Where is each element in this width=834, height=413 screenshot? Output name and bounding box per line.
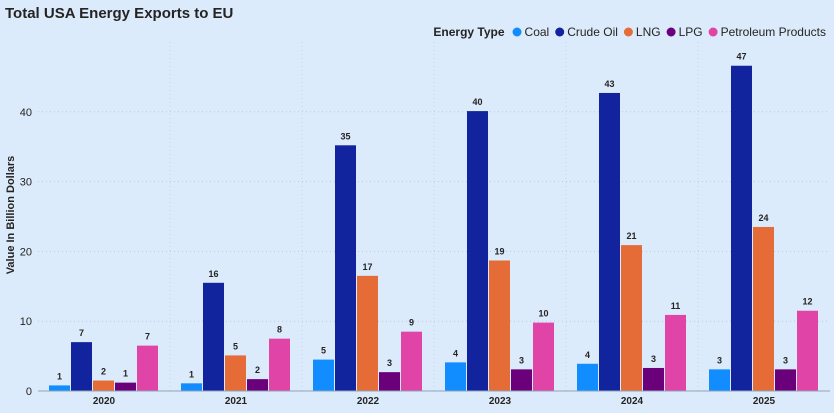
bar-petroleum-products-2023[interactable] (533, 322, 554, 391)
x-tick-label: 2021 (225, 396, 248, 407)
legend-item-petroleum-products[interactable]: Petroleum Products (708, 25, 826, 39)
data-label: 1 (123, 369, 128, 379)
bar-crude-oil-2021[interactable] (203, 282, 224, 391)
legend-marker (512, 27, 522, 37)
bar-lpg-2023[interactable] (511, 369, 532, 391)
bar-petroleum-products-2025[interactable] (797, 310, 818, 391)
bar-coal-2021[interactable] (181, 383, 202, 391)
legend-label: Crude Oil (567, 25, 618, 39)
bar-coal-2024[interactable] (577, 363, 598, 391)
data-label: 19 (494, 246, 504, 256)
bar-lpg-2025[interactable] (775, 369, 796, 391)
chart-title: Total USA Energy Exports to EU (5, 5, 233, 22)
legend-marker (708, 27, 718, 37)
data-label: 3 (717, 355, 722, 365)
grid (38, 42, 830, 391)
data-label: 16 (208, 269, 218, 279)
bar-lpg-2020[interactable] (115, 382, 136, 391)
x-tick-label: 2022 (357, 396, 380, 407)
legend-marker (555, 27, 565, 37)
data-label: 3 (519, 355, 524, 365)
legend-label: LNG (636, 25, 661, 39)
data-label: 24 (758, 213, 768, 223)
legend-label: Coal (525, 25, 550, 39)
data-label: 11 (671, 301, 681, 311)
legend-marker (666, 27, 676, 37)
y-axis-label: Value In Billion Dollars (5, 156, 17, 275)
data-label: 5 (233, 341, 238, 351)
legend-label: Petroleum Products (721, 25, 826, 39)
data-label: 43 (604, 79, 614, 89)
bar-crude-oil-2022[interactable] (335, 145, 356, 391)
legend-item-crude-oil[interactable]: Crude Oil (555, 25, 618, 39)
x-ticks: 2020 2021 2022 2023 2024 2025 (38, 390, 830, 407)
y-tick-label: 40 (20, 107, 32, 119)
data-label: 8 (277, 325, 282, 335)
data-label: 7 (145, 332, 150, 342)
data-label: 4 (453, 348, 458, 358)
data-label: 47 (736, 52, 746, 62)
bar-lpg-2024[interactable] (643, 367, 664, 391)
y-tick-label: 20 (20, 246, 32, 258)
data-label: 7 (79, 328, 84, 338)
data-label: 2 (101, 367, 106, 377)
y-tick-label: 10 (20, 316, 32, 328)
bar-petroleum-products-2024[interactable] (665, 314, 686, 391)
legend-marker (623, 27, 633, 37)
data-label: 10 (538, 309, 548, 319)
bar-lng-2025[interactable] (753, 226, 774, 391)
bar-crude-oil-2020[interactable] (71, 342, 92, 391)
legend-item-lng[interactable]: LNG (623, 25, 661, 39)
data-label: 1 (189, 369, 194, 379)
bar-lng-2022[interactable] (357, 275, 378, 391)
data-label: 4 (585, 350, 590, 360)
y-tick-label: 0 (26, 386, 32, 398)
bar-lng-2023[interactable] (489, 260, 510, 391)
data-label: 5 (321, 346, 326, 356)
bars: 172 1711652853517394401931044321311347243… (49, 52, 818, 392)
bar-crude-oil-2023[interactable] (467, 111, 488, 392)
data-label: 2 (255, 365, 260, 375)
legend-label: LPG (679, 25, 703, 39)
legend-item-lpg[interactable]: LPG (666, 25, 703, 39)
bar-coal-2025[interactable] (709, 369, 730, 391)
legend-item-coal[interactable]: Coal (512, 25, 550, 39)
data-label: 12 (802, 297, 812, 307)
bar-petroleum-products-2022[interactable] (401, 331, 422, 391)
bar-lng-2021[interactable] (225, 355, 246, 391)
bar-lng-2020[interactable] (93, 380, 114, 391)
legend-title: Energy Type (433, 25, 504, 39)
data-label: 3 (387, 358, 392, 368)
x-tick-label: 2024 (621, 396, 644, 407)
bar-lpg-2022[interactable] (379, 372, 400, 391)
y-ticks: 0 10 20 30 40 (20, 107, 32, 398)
data-label: 21 (626, 231, 636, 241)
data-label: 1 (57, 371, 62, 381)
x-tick-label: 2025 (753, 396, 776, 407)
bar-coal-2020[interactable] (49, 385, 70, 391)
bar-crude-oil-2024[interactable] (599, 92, 620, 391)
legend: Energy Type Coal Crude Oil LNG LPG Petroleum … (433, 25, 826, 39)
bar-lpg-2021[interactable] (247, 379, 268, 391)
bar-petroleum-products-2020[interactable] (137, 345, 158, 391)
data-label: 3 (783, 355, 788, 365)
bar-coal-2022[interactable] (313, 359, 334, 391)
data-label: 35 (340, 131, 350, 141)
bar-crude-oil-2025[interactable] (731, 65, 752, 392)
bar-lng-2024[interactable] (621, 245, 642, 391)
data-label: 40 (472, 97, 482, 107)
bar-petroleum-products-2021[interactable] (269, 338, 290, 391)
data-label: 3 (651, 354, 656, 364)
bar-coal-2023[interactable] (445, 362, 466, 391)
data-label: 9 (409, 318, 414, 328)
x-tick-label: 2020 (93, 396, 116, 407)
y-tick-label: 30 (20, 177, 32, 189)
data-label: 17 (362, 262, 372, 272)
x-tick-label: 2023 (489, 396, 512, 407)
